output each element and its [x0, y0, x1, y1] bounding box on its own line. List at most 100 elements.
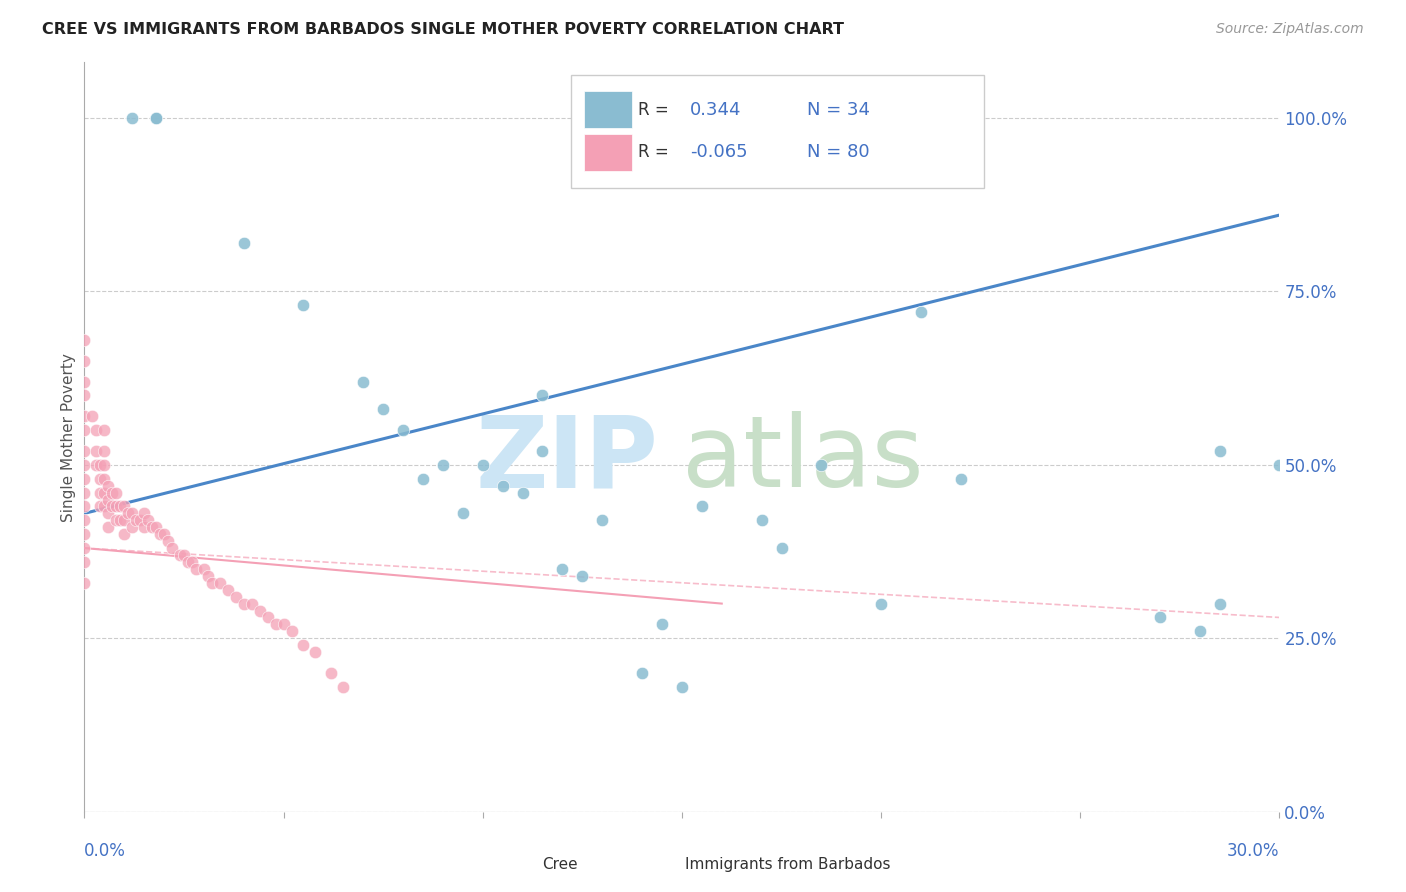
Point — [181, 555, 204, 569]
FancyBboxPatch shape — [643, 852, 679, 878]
Point — [73, 458, 96, 472]
Point — [89, 458, 111, 472]
Point — [93, 472, 115, 486]
Point — [392, 423, 415, 437]
Point — [132, 507, 156, 521]
Point — [105, 513, 128, 527]
Point — [101, 485, 124, 500]
Point — [870, 597, 893, 611]
Point — [89, 485, 111, 500]
Point — [136, 513, 159, 527]
Point — [121, 111, 143, 125]
Point — [193, 562, 215, 576]
Text: 0.0%: 0.0% — [84, 842, 127, 860]
Point — [73, 423, 96, 437]
Point — [93, 458, 115, 472]
Point — [97, 507, 120, 521]
Text: -0.065: -0.065 — [690, 144, 748, 161]
Point — [292, 298, 315, 312]
Point — [671, 680, 693, 694]
Point — [73, 333, 96, 347]
Point — [264, 617, 287, 632]
Point — [512, 485, 534, 500]
Text: R =: R = — [638, 144, 668, 161]
Point — [373, 402, 395, 417]
Text: Immigrants from Barbados: Immigrants from Barbados — [686, 856, 891, 871]
Point — [93, 423, 115, 437]
Point — [73, 575, 96, 590]
Point — [125, 513, 148, 527]
Point — [631, 665, 654, 680]
Point — [531, 388, 554, 402]
Point — [121, 520, 143, 534]
Point — [97, 520, 120, 534]
Point — [177, 555, 200, 569]
Point — [910, 305, 932, 319]
Point — [101, 500, 124, 514]
Point — [551, 562, 574, 576]
Y-axis label: Single Mother Poverty: Single Mother Poverty — [60, 352, 76, 522]
Point — [73, 485, 96, 500]
Point — [73, 527, 96, 541]
Point — [89, 500, 111, 514]
FancyBboxPatch shape — [583, 134, 631, 171]
Point — [249, 603, 271, 617]
Text: Source: ZipAtlas.com: Source: ZipAtlas.com — [1216, 22, 1364, 37]
Point — [112, 500, 135, 514]
Point — [82, 409, 104, 424]
Point — [141, 520, 163, 534]
Point — [145, 520, 167, 534]
Point — [949, 472, 972, 486]
Point — [73, 353, 96, 368]
Point — [73, 555, 96, 569]
Point — [240, 597, 263, 611]
Point — [332, 680, 354, 694]
Point — [169, 548, 191, 562]
Point — [112, 513, 135, 527]
Point — [1188, 624, 1211, 639]
Point — [93, 444, 115, 458]
Point — [531, 444, 554, 458]
Point — [292, 638, 315, 652]
Text: 0.344: 0.344 — [690, 101, 742, 119]
Point — [89, 472, 111, 486]
Point — [97, 492, 120, 507]
Point — [571, 569, 593, 583]
Text: 30.0%: 30.0% — [1227, 842, 1279, 860]
Point — [225, 590, 247, 604]
Point — [217, 582, 239, 597]
Point — [132, 520, 156, 534]
Point — [304, 645, 326, 659]
Point — [352, 375, 374, 389]
Point — [73, 472, 96, 486]
Point — [73, 444, 96, 458]
Point — [145, 111, 167, 125]
Point — [149, 527, 172, 541]
Point — [105, 485, 128, 500]
Point — [93, 485, 115, 500]
Text: N = 80: N = 80 — [807, 144, 870, 161]
Text: Cree: Cree — [543, 856, 578, 871]
Point — [184, 562, 207, 576]
Point — [73, 500, 96, 514]
Point — [93, 500, 115, 514]
Point — [105, 500, 128, 514]
Point — [73, 388, 96, 402]
Point — [273, 617, 295, 632]
Point — [97, 478, 120, 492]
Point — [321, 665, 343, 680]
Point — [208, 575, 231, 590]
Point — [73, 375, 96, 389]
Point — [492, 478, 515, 492]
Point — [232, 235, 254, 250]
Text: atlas: atlas — [682, 411, 924, 508]
Text: R =: R = — [638, 101, 668, 119]
Point — [591, 513, 613, 527]
Point — [157, 534, 180, 549]
Point — [110, 500, 132, 514]
Point — [145, 111, 167, 125]
Point — [160, 541, 183, 555]
Point — [412, 472, 434, 486]
FancyBboxPatch shape — [499, 852, 536, 878]
Point — [73, 409, 96, 424]
